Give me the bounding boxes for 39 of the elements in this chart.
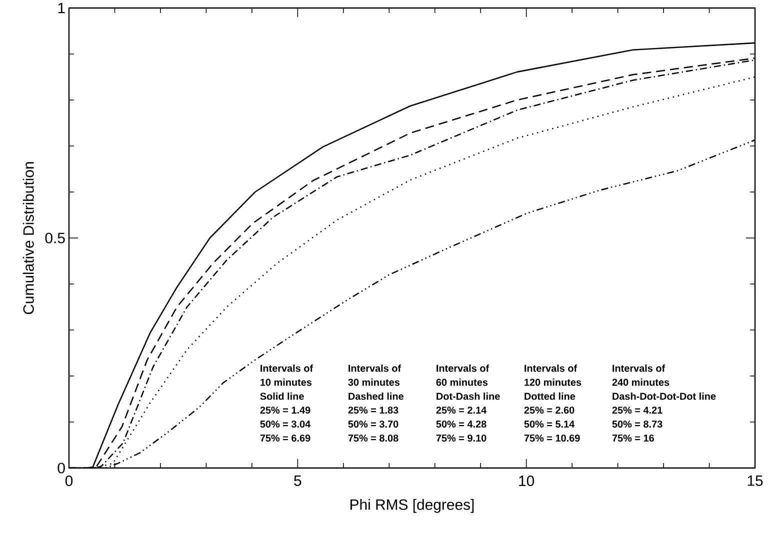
- annotation: Intervals of: [348, 364, 402, 372]
- annotation: 25% = 4.21: [612, 406, 662, 414]
- annotation: 75% = 16: [612, 434, 654, 442]
- annotation: 25% = 1.49: [260, 406, 310, 414]
- annotation: Solid line: [260, 392, 304, 400]
- annotation: Intervals of: [612, 364, 666, 372]
- annotation: 25% = 2.60: [524, 406, 574, 414]
- annotation: 25% = 1.83: [348, 406, 398, 414]
- annotation: 50% = 8.73: [612, 420, 662, 428]
- annotation: 75% = 9.10: [436, 434, 486, 442]
- x-axis-title: Phi RMS [degrees]: [350, 498, 474, 513]
- annotation: 75% = 8.08: [348, 434, 398, 442]
- annotation: 25% = 2.14: [436, 406, 487, 414]
- annotation: Dot-Dash line: [436, 392, 500, 400]
- annotation: 50% = 3.70: [348, 420, 398, 428]
- y-tick-label: 1: [58, 2, 65, 14]
- annotation: 50% = 3.04: [260, 420, 311, 428]
- y-tick-label: 0.5: [45, 232, 65, 244]
- annotation: Intervals of: [524, 364, 578, 372]
- x-tick-label: 15: [748, 476, 763, 486]
- annotation: Dash-Dot-Dot-Dot line: [612, 392, 716, 400]
- annotation: 10 minutes: [260, 378, 312, 386]
- annotation: Intervals of: [260, 364, 314, 372]
- annotation: 75% = 6.69: [260, 434, 310, 442]
- annotation: 120 minutes: [524, 378, 582, 386]
- x-tick-label: 10: [519, 476, 534, 486]
- annotation: 50% = 5.14: [524, 420, 575, 428]
- annotation: 75% = 10.69: [524, 434, 580, 442]
- y-tick-label: 0: [58, 462, 65, 474]
- annotation: Dotted line: [524, 392, 576, 400]
- annotation: 60 minutes: [436, 378, 488, 386]
- annotation: Dashed line: [348, 392, 404, 400]
- annotation: 50% = 4.28: [436, 420, 486, 428]
- x-tick-label: 0: [65, 476, 73, 486]
- x-tick-label: 5: [294, 476, 302, 486]
- annotation: 30 minutes: [348, 378, 400, 386]
- y-axis-title: Cumulative Distribution: [22, 162, 34, 314]
- annotation: Intervals of: [436, 364, 490, 372]
- annotation: 240 minutes: [612, 378, 670, 386]
